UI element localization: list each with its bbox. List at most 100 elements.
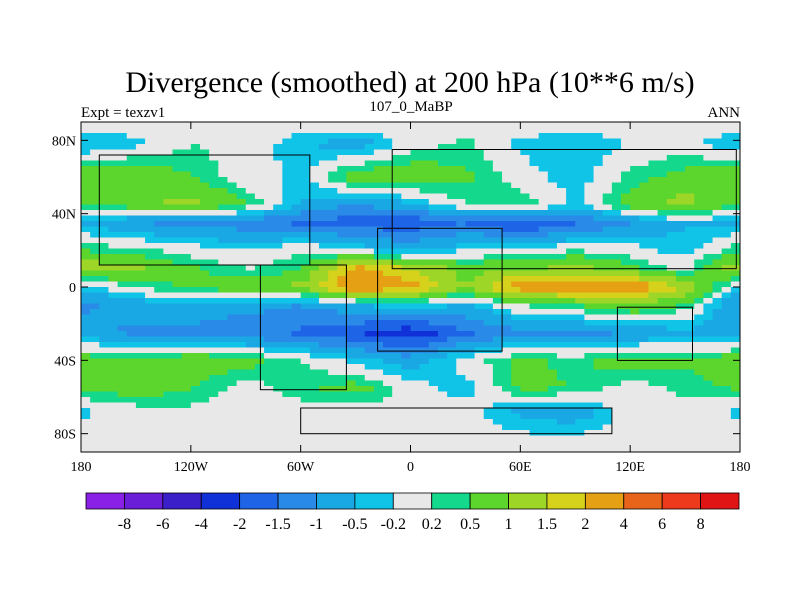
field-cell	[300, 419, 311, 426]
field-cell	[593, 259, 604, 266]
field-cell	[675, 391, 686, 398]
field-cell	[547, 287, 558, 294]
field-cell	[685, 309, 695, 316]
field-cell	[99, 127, 110, 134]
field-cell	[447, 237, 457, 244]
field-cell	[648, 221, 659, 228]
field-cell	[465, 369, 476, 376]
field-cell	[254, 221, 265, 228]
field-cell	[383, 413, 393, 420]
field-cell	[163, 303, 174, 310]
field-cell	[575, 171, 585, 178]
field-cell	[300, 446, 311, 452]
field-cell	[712, 265, 723, 272]
field-cell	[694, 397, 704, 404]
field-cell	[163, 127, 174, 134]
field-cell	[318, 435, 329, 442]
field-cell	[81, 243, 91, 250]
field-cell	[117, 204, 128, 211]
field-cell	[730, 342, 740, 349]
field-cell	[556, 182, 567, 189]
field-cell	[483, 303, 494, 310]
field-cell	[721, 232, 732, 239]
field-cell	[666, 353, 677, 360]
field-cell	[99, 369, 110, 376]
field-cell	[465, 221, 476, 228]
field-cell	[611, 122, 622, 129]
field-cell	[264, 309, 274, 316]
field-cell	[227, 364, 238, 371]
field-cell	[410, 259, 421, 266]
field-cell	[337, 215, 348, 222]
field-cell	[538, 386, 549, 393]
field-cell	[227, 182, 238, 189]
field-cell	[529, 160, 540, 167]
field-cell	[181, 369, 192, 376]
field-cell	[117, 386, 128, 393]
field-cell	[346, 386, 357, 393]
field-cell	[730, 408, 740, 415]
field-cell	[447, 430, 457, 437]
field-cell	[447, 243, 457, 250]
field-cell	[282, 287, 293, 294]
field-cell	[410, 204, 421, 211]
field-cell	[511, 133, 521, 140]
field-cell	[328, 144, 338, 151]
field-cell	[245, 369, 256, 376]
field-cell	[401, 138, 412, 145]
field-cell	[529, 193, 540, 200]
field-cell	[492, 199, 503, 206]
field-cell	[163, 122, 174, 129]
field-cell	[666, 193, 677, 200]
field-cell	[145, 226, 155, 233]
field-cell	[383, 435, 393, 442]
field-cell	[730, 298, 740, 305]
field-cell	[392, 303, 402, 310]
colorbar-label: -2	[233, 516, 246, 533]
field-cell	[419, 430, 430, 437]
field-cell	[666, 215, 677, 222]
field-cell	[602, 424, 613, 431]
field-cell	[566, 144, 576, 151]
field-cell	[474, 193, 485, 200]
field-cell	[227, 254, 238, 261]
field-cell	[492, 270, 503, 277]
field-cell	[154, 193, 164, 200]
field-cell	[575, 358, 585, 365]
field-cell	[437, 204, 448, 211]
field-cell	[236, 408, 247, 415]
field-cell	[666, 210, 677, 217]
field-cell	[410, 402, 421, 409]
field-cell	[145, 303, 155, 310]
field-cell	[383, 138, 393, 145]
field-cell	[566, 281, 576, 288]
field-cell	[328, 226, 338, 233]
field-cell	[328, 127, 338, 134]
field-cell	[190, 281, 201, 288]
field-cell	[483, 254, 494, 261]
field-cell	[181, 210, 192, 217]
field-cell	[602, 188, 613, 195]
field-cell	[227, 298, 238, 305]
field-cell	[383, 265, 393, 272]
field-cell	[694, 303, 704, 310]
field-cell	[245, 336, 256, 343]
field-cell	[309, 133, 320, 140]
field-cell	[465, 413, 476, 420]
field-cell	[419, 138, 430, 145]
field-cell	[685, 276, 695, 283]
field-cell	[602, 254, 613, 261]
field-cell	[547, 358, 558, 365]
field-cell	[373, 177, 384, 184]
field-cell	[81, 364, 91, 371]
field-cell	[318, 182, 329, 189]
field-cell	[575, 199, 585, 206]
field-cell	[300, 402, 311, 409]
field-cell	[254, 413, 265, 420]
field-cell	[556, 193, 567, 200]
field-cell	[437, 122, 448, 129]
field-cell	[639, 386, 650, 393]
field-cell	[566, 336, 576, 343]
field-cell	[227, 243, 238, 250]
field-cell	[126, 419, 137, 426]
